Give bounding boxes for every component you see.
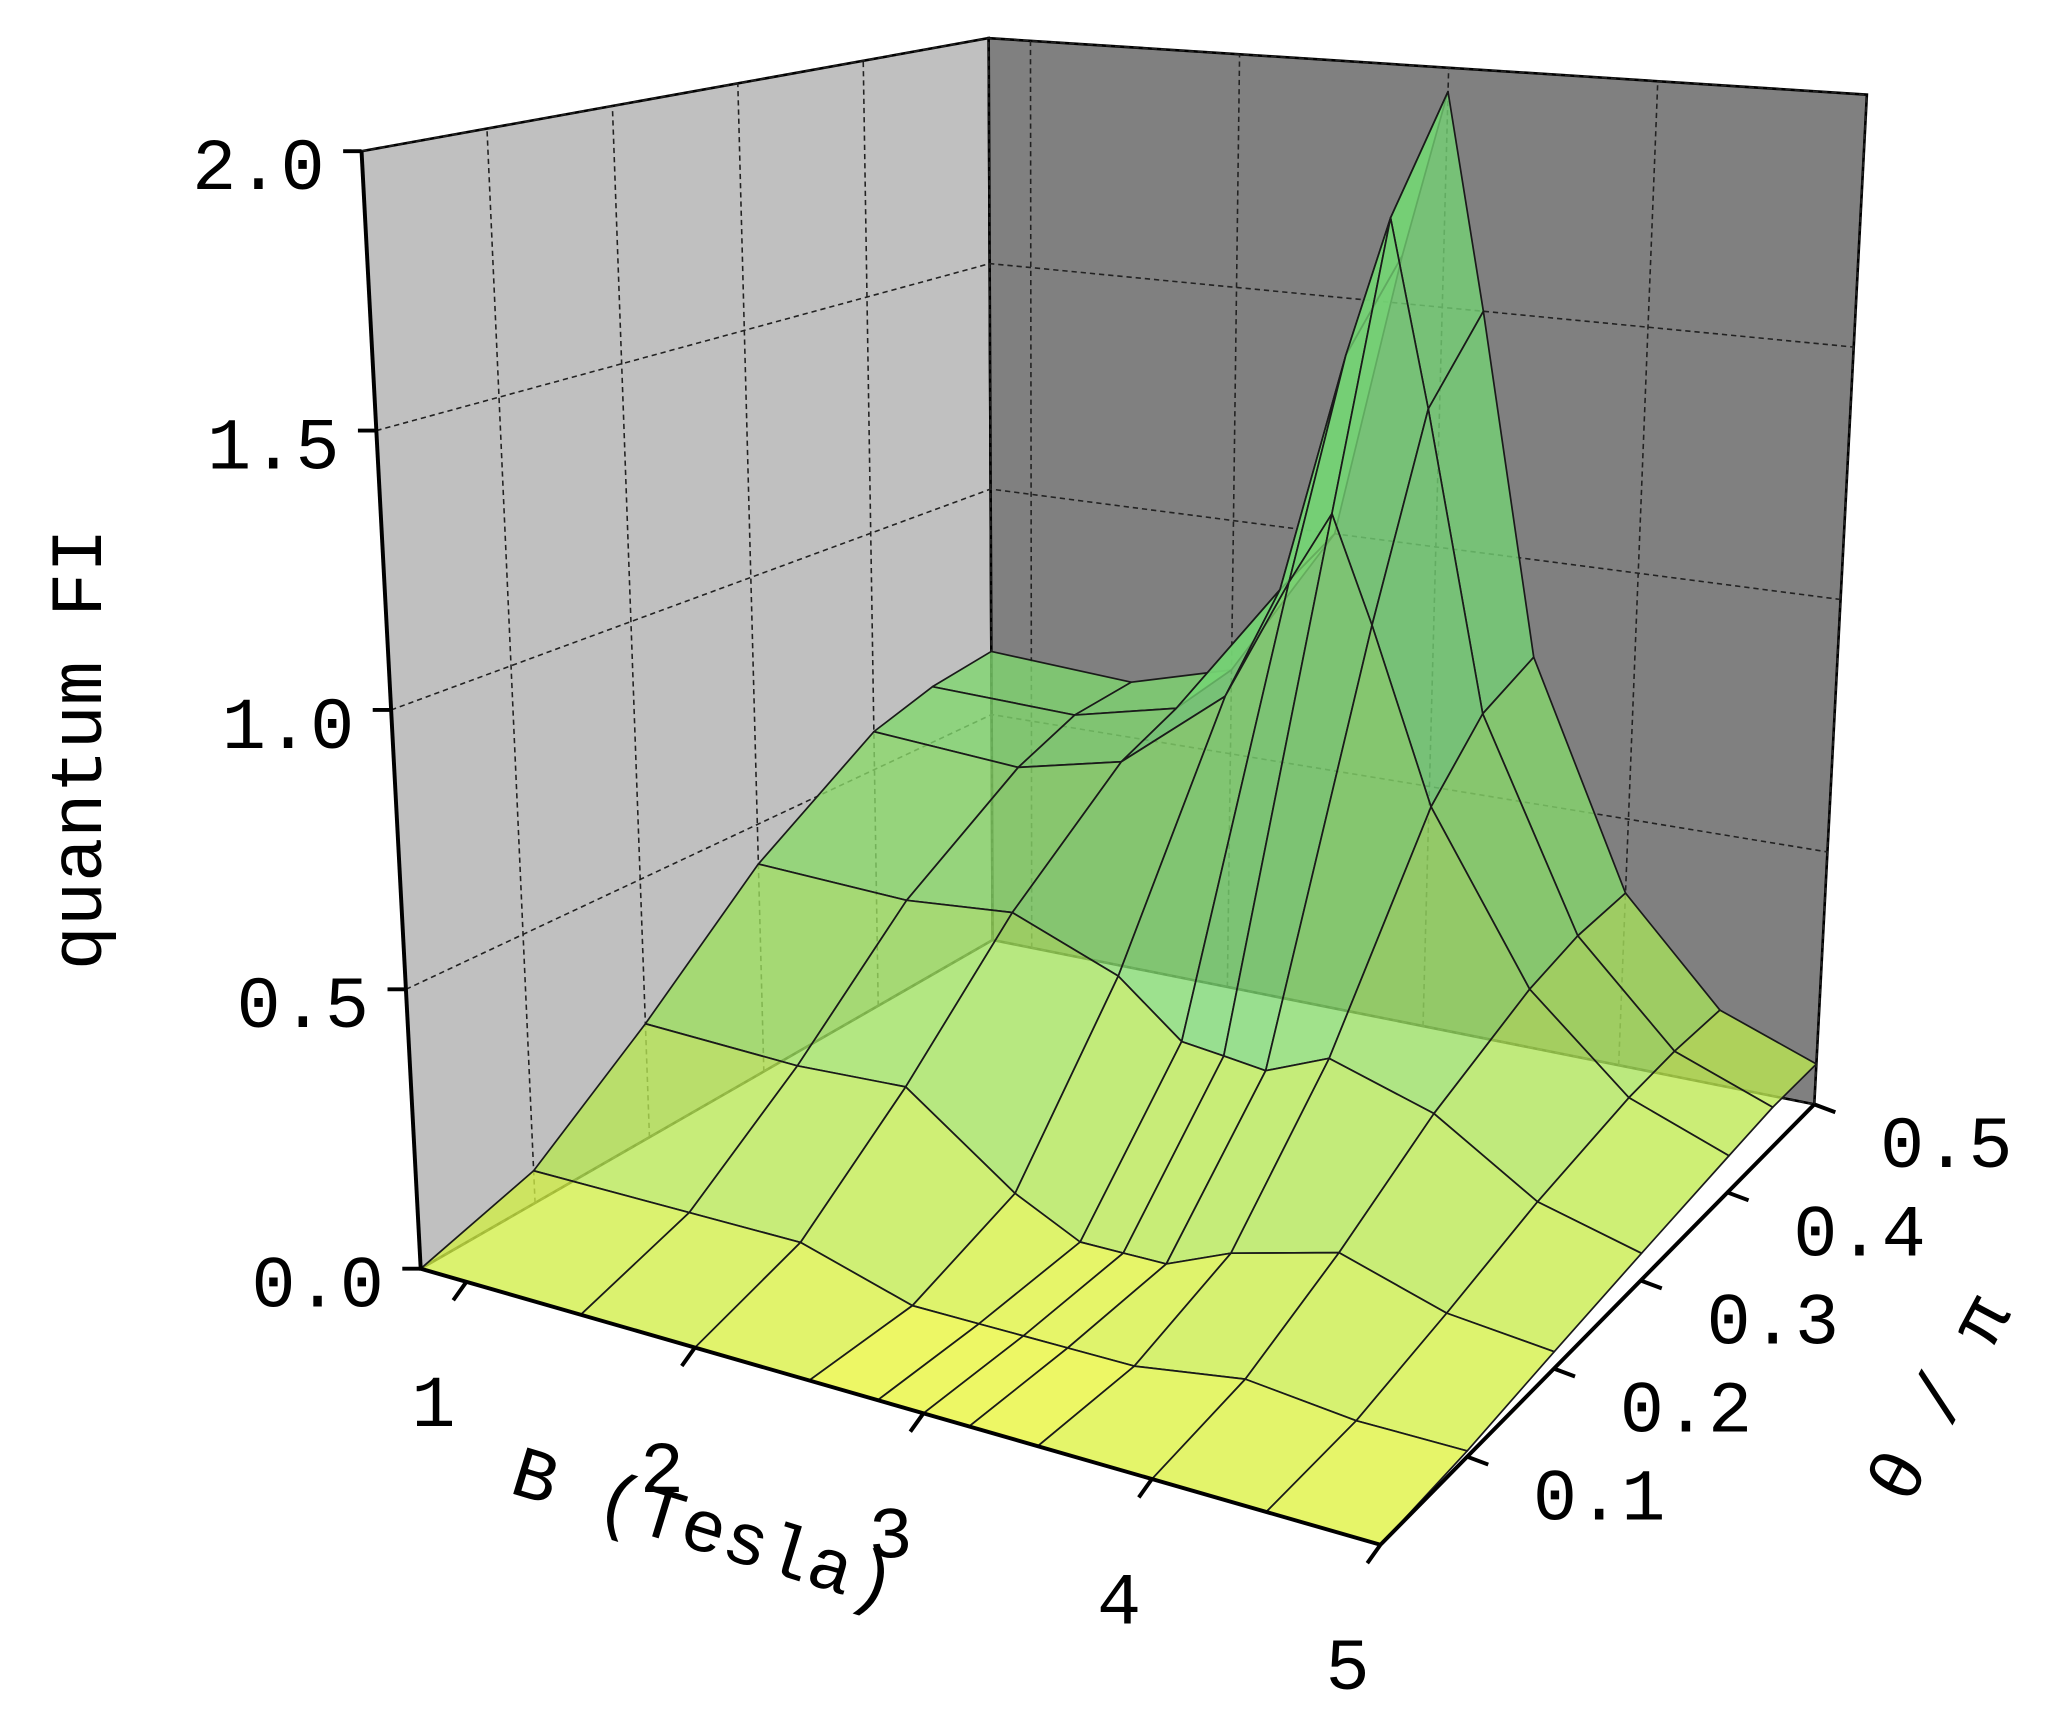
z-tick-label: 1.5 (207, 408, 340, 491)
y-tick (1640, 1278, 1663, 1291)
z-tick-label: 0.5 (237, 967, 370, 1050)
x-tick-label: 3 (868, 1498, 912, 1581)
x-tick-label: 4 (1097, 1563, 1141, 1646)
y-tick-label: 0.4 (1793, 1195, 1926, 1278)
x-tick-label: 5 (1325, 1629, 1369, 1712)
grid-line (1813, 94, 1868, 1105)
y-tick-label: 0.2 (1620, 1371, 1753, 1454)
x-tick-label: 2 (640, 1432, 684, 1515)
z-tick-label: 2.0 (192, 129, 325, 212)
y-tick (1466, 1454, 1489, 1467)
x-tick (680, 1346, 697, 1368)
grid-line (486, 128, 536, 1203)
y-axis-line (1379, 1102, 1816, 1547)
x-tick-label: 1 (411, 1366, 455, 1449)
y-axis-label: θ / π (1855, 1284, 2032, 1518)
x-axis-line (420, 1266, 1381, 1547)
z-tick-label: 1.0 (222, 688, 355, 771)
x-tick (451, 1280, 469, 1302)
x-axis-label: B (Tesla) (501, 1435, 905, 1631)
grid-line (737, 83, 765, 1072)
grid-line (1226, 54, 1241, 987)
z-tick-label: 0.0 (251, 1247, 384, 1330)
y-tick-label: 0.5 (1880, 1107, 2013, 1190)
y-tick (1553, 1366, 1576, 1379)
z-axis-label: quantum FI (41, 529, 124, 971)
y-tick (1726, 1190, 1750, 1203)
y-tick (1813, 1102, 1837, 1115)
x-tick (1365, 1543, 1383, 1565)
y-tick-label: 0.1 (1533, 1460, 1666, 1543)
grid-line (611, 105, 651, 1138)
x-tick (1137, 1477, 1154, 1499)
grid-line (1617, 81, 1659, 1066)
y-tick-label: 0.3 (1706, 1283, 1839, 1366)
x-tick (908, 1412, 926, 1433)
plot-area: 0.00.51.01.52.0123450.10.20.30.40.5quant… (41, 36, 2032, 1712)
